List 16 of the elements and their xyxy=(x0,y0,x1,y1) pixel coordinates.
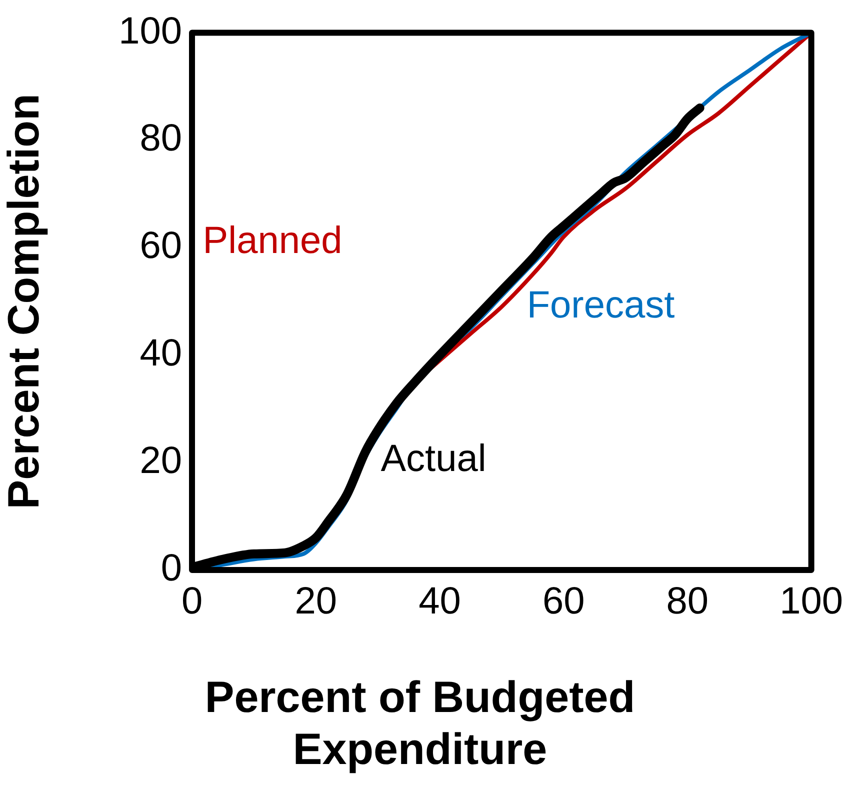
y-tick-label: 60 xyxy=(140,225,182,268)
y-tick-label: 0 xyxy=(160,547,182,590)
x-tick-label: 20 xyxy=(294,580,337,622)
y-tick-label: 20 xyxy=(140,440,182,482)
y-tick-label: 80 xyxy=(140,118,182,160)
x-axis-title: Percent of Budgeted Expenditure xyxy=(204,672,636,776)
x-tick-label: 100 xyxy=(780,580,843,622)
series-label: Forecast xyxy=(526,284,676,326)
text: Planned xyxy=(202,220,342,262)
y-tick-label: 40 xyxy=(140,332,182,375)
y-tick-label: 100 xyxy=(118,10,182,52)
x-tick-label: 40 xyxy=(418,580,461,622)
x-tick-label: 60 xyxy=(542,580,585,622)
x-tick-label: 80 xyxy=(666,580,709,622)
y-axis-title: Percent Completion xyxy=(0,94,49,510)
series-label: Actual xyxy=(380,438,486,480)
